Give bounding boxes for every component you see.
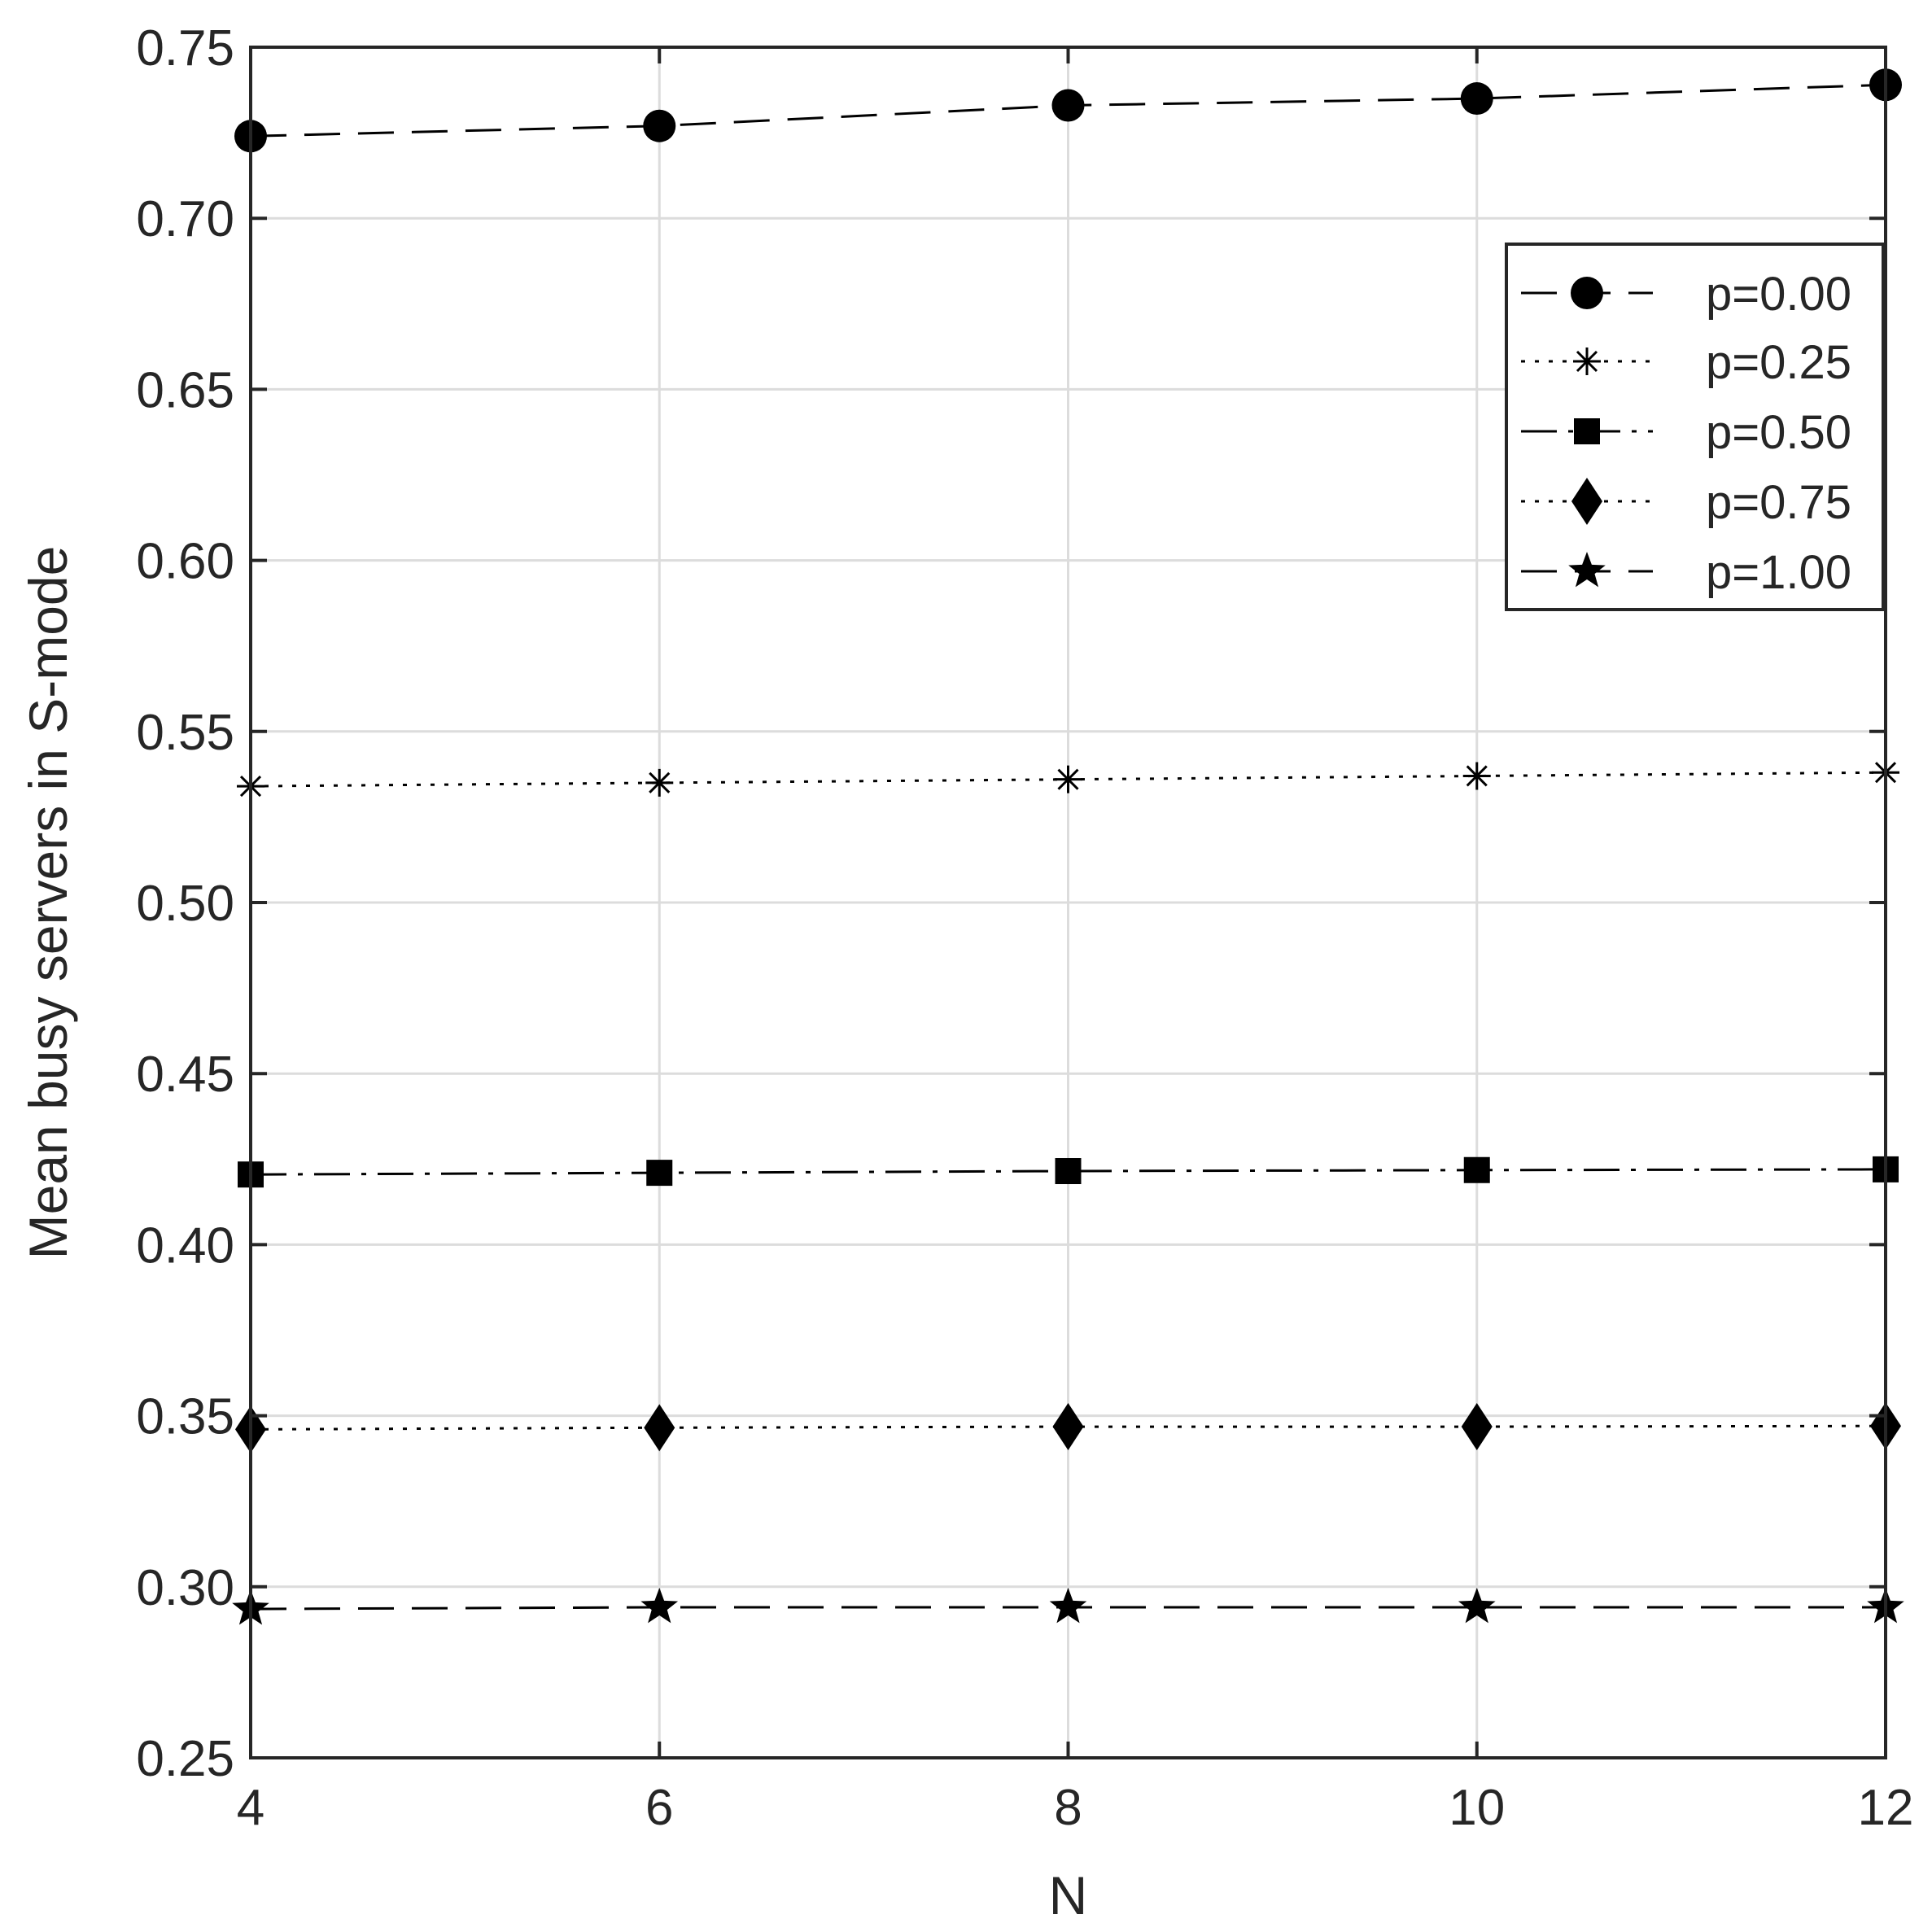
- axis-ticks: 4 6 8 10 12 0.25 0.30 0.35 0.40 0.45 0.50 0.55 0.60 0…: [136, 20, 1913, 1836]
- legend-label: p=0.00: [1706, 268, 1851, 321]
- x-tick-label: 10: [1449, 1780, 1505, 1836]
- legend-marker: [1571, 277, 1603, 309]
- legend: p=0.00 p=0.25 p=0.50 p=0.75 p=1.00: [1505, 243, 1885, 611]
- data-point: [645, 768, 674, 797]
- y-axis-label: Mean busy servers in S-mode: [18, 546, 78, 1260]
- data-point: [1055, 1158, 1082, 1185]
- legend-label: p=0.50: [1706, 406, 1851, 459]
- x-tick-label: 6: [645, 1780, 673, 1836]
- data-point: [1051, 89, 1085, 122]
- legend-label: p=0.75: [1706, 476, 1851, 529]
- y-tick-label: 0.25: [136, 1731, 234, 1787]
- x-tick-label: 12: [1858, 1780, 1914, 1836]
- legend-entry: p=0.25: [1521, 336, 1851, 389]
- data-point: [644, 1404, 675, 1452]
- y-tick-label: 0.40: [136, 1217, 234, 1274]
- y-tick-label: 0.65: [136, 362, 234, 418]
- data-point: [640, 1588, 679, 1624]
- y-tick-label: 0.50: [136, 876, 234, 932]
- data-point: [1460, 82, 1493, 116]
- y-tick-label: 0.75: [136, 20, 234, 76]
- y-tick-label: 0.45: [136, 1047, 234, 1103]
- y-tick-label: 0.30: [136, 1560, 234, 1616]
- x-axis-label: N: [1049, 1865, 1088, 1925]
- data-point: [643, 109, 676, 142]
- y-tick-label: 0.60: [136, 534, 234, 590]
- legend-entry: p=0.00: [1521, 268, 1851, 321]
- legend-box: [1505, 243, 1885, 611]
- x-tick-label: 4: [237, 1780, 264, 1836]
- data-point: [1458, 1588, 1496, 1624]
- legend-marker: [1573, 347, 1601, 375]
- legend-entry: p=0.75: [1521, 476, 1851, 529]
- y-tick-label: 0.55: [136, 705, 234, 761]
- data-point: [1054, 765, 1082, 793]
- series-line: [250, 1168, 1886, 1176]
- x-tick-label: 8: [1054, 1780, 1082, 1836]
- legend-entry: p=1.00: [1521, 546, 1851, 599]
- legend-label: p=1.00: [1706, 546, 1851, 599]
- data-point: [1052, 1403, 1084, 1451]
- legend-marker: [1574, 418, 1600, 444]
- legend-marker: [1568, 552, 1606, 588]
- legend-entry: p=0.50: [1521, 406, 1851, 459]
- data-point: [1463, 1156, 1490, 1183]
- data-point: [1461, 1403, 1493, 1451]
- data-point: [1049, 1588, 1087, 1624]
- y-tick-label: 0.70: [136, 191, 234, 247]
- legend-label: p=0.25: [1706, 336, 1851, 389]
- data-point: [1462, 762, 1491, 790]
- y-tick-label: 0.35: [136, 1389, 234, 1445]
- data-point: [646, 1160, 673, 1187]
- legend-marker: [1571, 478, 1602, 525]
